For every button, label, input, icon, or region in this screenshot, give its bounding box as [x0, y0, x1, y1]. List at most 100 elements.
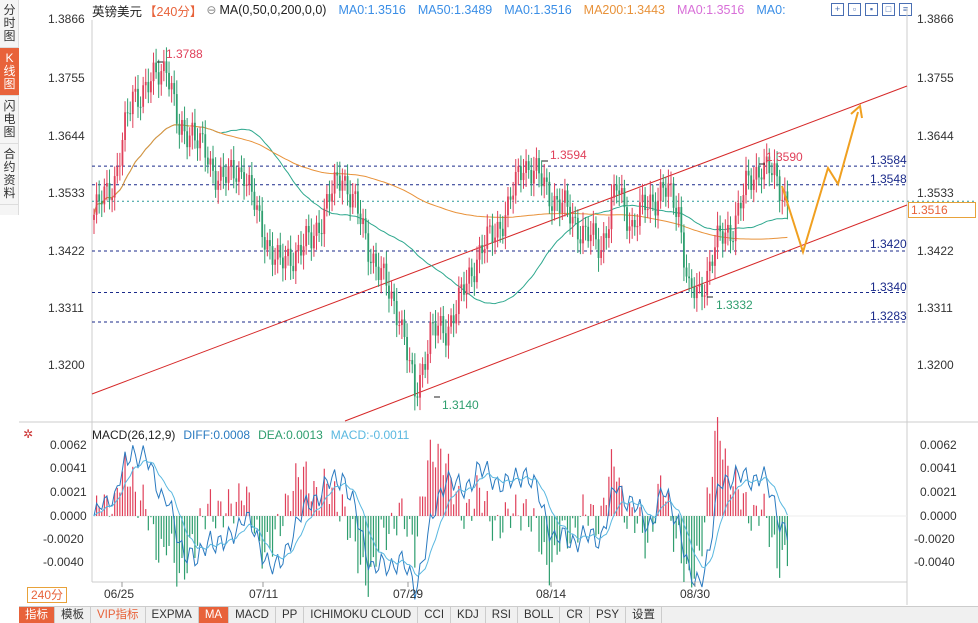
projection-path: [781, 111, 859, 256]
candle-body-up: [297, 244, 300, 252]
candle-body-down: [225, 176, 227, 183]
candle-body-up: [478, 245, 481, 260]
candle-body-down: [232, 160, 235, 179]
candle-body-up: [716, 225, 719, 248]
candle-body-up: [191, 122, 194, 136]
candle-body-up: [245, 184, 248, 186]
candle-body-up: [341, 180, 344, 191]
candle-body-down: [545, 177, 548, 182]
date-label: 06/25: [104, 587, 135, 601]
candle-body-down: [626, 207, 628, 231]
tab-boll[interactable]: BOLL: [518, 607, 561, 623]
candle-body-up: [274, 259, 277, 265]
candle-body-up: [514, 171, 517, 196]
ma-value: MA0:1.3516: [504, 3, 572, 17]
candle-body-up: [724, 232, 727, 244]
ma50-line: [93, 124, 788, 305]
candle-body-down: [701, 284, 703, 297]
tab-indicators[interactable]: 指标: [19, 607, 55, 623]
candle-body-up: [613, 184, 615, 198]
tab-contract-info[interactable]: 合约资料: [0, 144, 19, 205]
ma-value: MA50:1.3489: [417, 3, 493, 17]
candle-body-down: [377, 266, 380, 280]
ma-params[interactable]: MA(0,50,0,200,0,0): [219, 3, 327, 17]
candle-body-up: [488, 225, 491, 227]
candle-body-down: [566, 190, 569, 207]
candle-body-down: [364, 218, 367, 234]
candle-body-up: [602, 233, 605, 251]
candle-body-down: [318, 222, 321, 233]
candle-body-up: [248, 175, 251, 185]
tab-ichimoku[interactable]: ICHIMOKU CLOUD: [304, 607, 419, 623]
tab-flash[interactable]: 闪电图: [0, 96, 19, 144]
candle-body-down: [406, 336, 408, 361]
symbol-name: 英镑美元: [92, 4, 143, 19]
candle-body-up: [116, 166, 119, 177]
period-selector[interactable]: 240分: [27, 587, 67, 603]
price-tick-right: 1.3755: [917, 71, 954, 85]
macd-settings-icon[interactable]: ✲: [22, 427, 34, 441]
settings-icon[interactable]: ≡: [899, 3, 912, 16]
ma-value: MA0:1.3516: [676, 3, 745, 17]
candle-body-up: [450, 315, 452, 327]
candle-body-down: [261, 210, 264, 238]
candle-body-up: [636, 225, 639, 228]
crosshair-icon[interactable]: +: [831, 3, 844, 16]
zoom-in-icon[interactable]: ▫: [848, 3, 861, 16]
chart-toolbar: + ▫ ▪ □ ≡: [831, 3, 912, 16]
tab-template[interactable]: 模板: [55, 607, 91, 623]
candle-body-down: [263, 237, 266, 250]
candle-body-down: [357, 191, 359, 214]
candle-body-down: [346, 176, 349, 195]
candle-body-down: [269, 240, 271, 247]
tab-cci[interactable]: CCI: [418, 607, 452, 623]
period-label[interactable]: 【240分】: [144, 4, 203, 19]
tab-cr[interactable]: CR: [560, 607, 590, 623]
macd-tick: -0.0020: [43, 532, 84, 546]
tab-macd[interactable]: MACD: [229, 607, 276, 623]
candle-body-down: [579, 239, 582, 244]
candle-body-up: [600, 250, 603, 259]
candle-body-up: [628, 226, 631, 231]
candle-body-down: [651, 194, 654, 202]
candle-body-up: [111, 197, 114, 201]
tab-psy[interactable]: PSY: [590, 607, 627, 623]
level-label: 1.3340: [870, 280, 907, 294]
candle-body-up: [667, 183, 670, 197]
tab-pp[interactable]: PP: [276, 607, 305, 623]
candle-body-down: [690, 278, 693, 287]
macd-tick-right: 0.0041: [920, 461, 957, 475]
candle-body-down: [258, 205, 261, 211]
zoom-out-icon[interactable]: ▪: [865, 3, 878, 16]
candle-body-down: [760, 177, 763, 180]
level-label: 1.3584: [870, 153, 907, 167]
tab-kline[interactable]: K线图: [0, 48, 19, 96]
tab-timeshare[interactable]: 分时图: [0, 0, 19, 48]
candle-body-up: [708, 261, 711, 271]
macd-tick: 0.0021: [50, 485, 87, 499]
tab-expma[interactable]: EXPMA: [146, 607, 199, 623]
candle-body-down: [129, 113, 132, 115]
candle-body-up: [631, 220, 634, 227]
candle-body-down: [520, 166, 522, 181]
window-icon[interactable]: □: [882, 3, 895, 16]
collapse-icon[interactable]: ⊖: [206, 3, 217, 17]
tab-settings[interactable]: 设置: [626, 607, 663, 623]
candle-body-up: [706, 270, 709, 296]
tab-ma[interactable]: MA: [198, 607, 230, 623]
candle-body-down: [137, 88, 139, 107]
macd-title[interactable]: MACD(26,12,9): [92, 428, 176, 442]
tab-rsi[interactable]: RSI: [486, 607, 518, 623]
candle-body-up: [659, 182, 662, 202]
candle-body-down: [442, 316, 445, 334]
candle-body-down: [758, 167, 760, 178]
price-tick-right: 1.3200: [917, 358, 954, 372]
candle-body-down: [212, 158, 214, 171]
tab-vip-indicators[interactable]: VIP指标: [91, 607, 146, 623]
tab-kdj[interactable]: KDJ: [451, 607, 486, 623]
candle-body-down: [214, 170, 217, 190]
candle-body-up: [755, 167, 758, 180]
price-tick-right: 1.3311: [917, 301, 953, 315]
high-annotation: 1.3594: [550, 148, 587, 162]
